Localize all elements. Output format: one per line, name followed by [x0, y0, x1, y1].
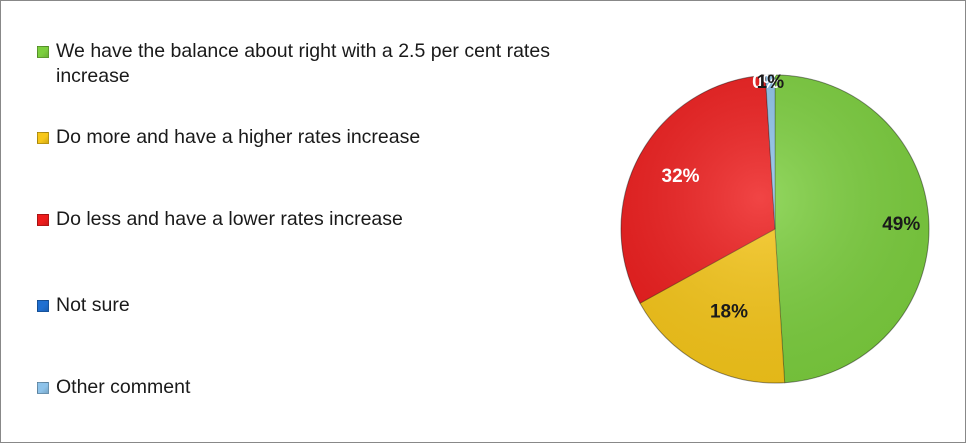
legend-item-other-comment: Other comment: [37, 375, 566, 400]
legend-swatch-balance-right: [37, 46, 49, 58]
legend-label-not-sure: Not sure: [56, 294, 130, 316]
pie-shading: [620, 74, 930, 384]
legend-item-not-sure: Not sure: [37, 293, 566, 318]
legend-swatch-do-more: [37, 132, 49, 144]
legend-item-do-less: Do less and have a lower rates increase: [37, 207, 566, 232]
legend-swatch-other-comment: [37, 382, 49, 394]
legend-label-balance-right: We have the balance about right with a 2…: [56, 40, 550, 87]
legend-swatch-not-sure: [37, 300, 49, 312]
data-label-balance-right: 49%: [882, 214, 920, 235]
legend-swatch-do-less: [37, 214, 49, 226]
legend-label-other-comment: Other comment: [56, 376, 191, 398]
legend-item-balance-right: We have the balance about right with a 2…: [37, 39, 566, 89]
data-label-not-sure: 0%: [752, 72, 780, 93]
data-label-do-more: 18%: [710, 302, 748, 323]
data-label-other-comment: 1%: [757, 72, 785, 93]
legend-item-do-more: Do more and have a higher rates increase: [37, 125, 566, 150]
legend-label-do-more: Do more and have a higher rates increase: [56, 126, 421, 148]
data-label-do-less: 32%: [662, 166, 700, 187]
legend-label-do-less: Do less and have a lower rates increase: [56, 208, 403, 230]
